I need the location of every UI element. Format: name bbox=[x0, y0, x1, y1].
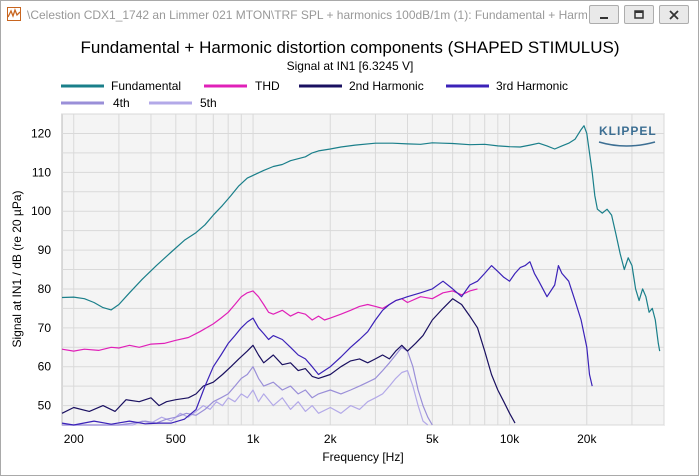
title-bar[interactable]: \Celestion CDX1_1742 an Limmer 021 MTON\… bbox=[1, 1, 698, 29]
waveform-app-icon bbox=[7, 7, 21, 21]
x-tick-label: 1k bbox=[247, 432, 261, 446]
legend-label-3rd-harmonic: 3rd Harmonic bbox=[496, 79, 568, 93]
legend-item-fundamental[interactable]: Fundamental bbox=[61, 79, 181, 93]
klippel-logo: KLIPPEL bbox=[598, 124, 657, 147]
series-line-2nd-harmonic bbox=[61, 298, 516, 424]
y-axis-label: Signal at IN1 / dB (re 20 µPa) bbox=[10, 191, 24, 348]
restore-button[interactable] bbox=[624, 5, 654, 24]
minimize-button[interactable] bbox=[589, 5, 619, 24]
window-title: \Celestion CDX1_1742 an Limmer 021 MTON\… bbox=[27, 8, 587, 22]
x-tick-label: 500 bbox=[166, 432, 186, 446]
close-button[interactable] bbox=[659, 5, 689, 24]
legend-item-5th[interactable]: 5th bbox=[149, 96, 217, 110]
klippel-logo-arc bbox=[598, 141, 656, 147]
legend-item-3rd-harmonic[interactable]: 3rd Harmonic bbox=[446, 79, 568, 93]
legend-label-5th: 5th bbox=[200, 96, 217, 110]
legend-label-4th: 4th bbox=[113, 96, 130, 110]
chart-title: Fundamental + Harmonic distortion compon… bbox=[80, 38, 619, 57]
x-tick-label: 2k bbox=[324, 432, 338, 446]
close-icon bbox=[669, 10, 679, 20]
legend: Fundamental THD 2nd Harmonic 3rd Harmoni… bbox=[61, 79, 568, 110]
y-tick-label: 80 bbox=[38, 282, 52, 296]
x-tick-label: 200 bbox=[64, 432, 84, 446]
series-line-4th bbox=[62, 346, 433, 426]
y-tick-label: 110 bbox=[32, 165, 51, 179]
x-tick-label: 20k bbox=[577, 432, 597, 446]
restore-icon bbox=[634, 10, 644, 19]
x-tick-label: 5k bbox=[426, 432, 440, 446]
x-axis-ticks: 200 500 1k 2k 5k 10k 20k bbox=[64, 432, 598, 446]
klippel-logo-text: KLIPPEL bbox=[599, 124, 657, 138]
x-tick-label: 10k bbox=[500, 432, 520, 446]
legend-label-fundamental: Fundamental bbox=[111, 79, 181, 93]
series-line-fundamental bbox=[61, 125, 661, 352]
legend-item-thd[interactable]: THD bbox=[204, 79, 280, 93]
grid-lines bbox=[62, 113, 665, 426]
series-lines bbox=[61, 125, 661, 426]
y-tick-label: 90 bbox=[38, 243, 52, 257]
y-tick-label: 50 bbox=[38, 399, 52, 413]
legend-item-2nd-harmonic[interactable]: 2nd Harmonic bbox=[299, 79, 424, 93]
y-axis-ticks: 50 60 70 80 90 100 110 120 bbox=[31, 126, 51, 412]
x-axis-label: Frequency [Hz] bbox=[322, 450, 403, 464]
series-line-3rd-harmonic bbox=[61, 261, 593, 426]
y-tick-label: 120 bbox=[31, 126, 51, 140]
legend-item-4th[interactable]: 4th bbox=[61, 96, 130, 110]
y-tick-label: 60 bbox=[38, 360, 52, 374]
chart-subtitle: Signal at IN1 [6.3245 V] bbox=[287, 59, 414, 73]
minimize-icon bbox=[600, 17, 608, 19]
legend-label-thd: THD bbox=[255, 79, 280, 93]
y-tick-label: 70 bbox=[38, 321, 52, 335]
legend-label-2nd-harmonic: 2nd Harmonic bbox=[349, 79, 424, 93]
y-tick-label: 100 bbox=[31, 204, 51, 218]
